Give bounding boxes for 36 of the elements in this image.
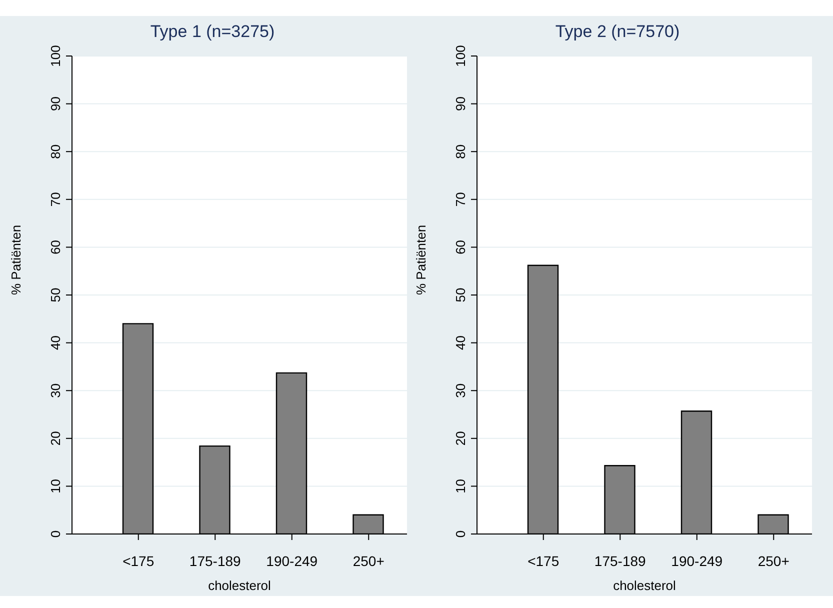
y-tick-label: 70 bbox=[48, 192, 63, 207]
x-tick-label: 190-249 bbox=[266, 552, 318, 569]
y-tick-label: 30 bbox=[453, 383, 468, 398]
x-tick-label: 175-189 bbox=[594, 552, 646, 569]
y-axis-title: % Patiënten bbox=[8, 224, 24, 295]
x-tick-label: <175 bbox=[528, 552, 560, 569]
y-tick-label: 60 bbox=[453, 240, 468, 254]
y-tick-label: 100 bbox=[453, 45, 468, 67]
x-tick-label: 250+ bbox=[352, 552, 384, 569]
y-tick-label: 0 bbox=[453, 530, 468, 538]
y-tick-label: 0 bbox=[48, 530, 63, 538]
y-axis-title: % Patiënten bbox=[414, 224, 429, 295]
x-axis-title: cholesterol bbox=[613, 578, 676, 593]
chart-title: Type 1 (n=3275) bbox=[149, 22, 276, 43]
x-tick-label: 175-189 bbox=[189, 552, 242, 569]
x-tick-label: 250+ bbox=[758, 552, 790, 569]
y-tick-label: 90 bbox=[48, 96, 63, 112]
y-tick-label: 80 bbox=[48, 144, 63, 159]
y-tick-label: 80 bbox=[453, 144, 468, 159]
x-tick-label: <175 bbox=[122, 552, 154, 569]
y-tick-label: 40 bbox=[453, 336, 468, 350]
y-tick-label: 20 bbox=[48, 431, 63, 446]
y-tick-label: 90 bbox=[453, 96, 468, 112]
y-tick-label: 20 bbox=[453, 431, 468, 446]
y-tick-label: 10 bbox=[453, 478, 468, 494]
x-tick-label: 190-249 bbox=[671, 552, 723, 569]
y-tick-label: 60 bbox=[48, 240, 63, 254]
y-tick-label: 50 bbox=[453, 288, 468, 302]
x-axis-title: cholesterol bbox=[208, 578, 272, 593]
y-tick-label: 10 bbox=[48, 478, 63, 494]
chart-title: Type 2 (n=7570) bbox=[554, 22, 681, 43]
y-tick-label: 40 bbox=[48, 336, 63, 350]
y-tick-label: 70 bbox=[453, 192, 468, 207]
y-tick-label: 30 bbox=[48, 383, 63, 398]
y-tick-label: 50 bbox=[48, 288, 63, 302]
y-tick-label: 100 bbox=[48, 45, 63, 67]
